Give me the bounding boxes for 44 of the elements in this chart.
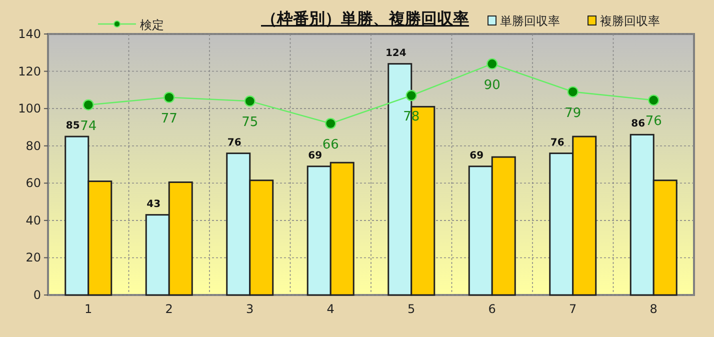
data-label: 76 <box>227 137 242 148</box>
x-tick-label: 7 <box>569 302 577 316</box>
annotation: 76 <box>645 114 662 130</box>
data-label: 43 <box>146 198 161 210</box>
y-tick-label: 40 <box>26 213 41 228</box>
y-tick-label: 120 <box>18 64 41 78</box>
x-tick-label: 5 <box>408 302 416 316</box>
annotation: 90 <box>484 78 500 93</box>
data-label: 86 <box>631 118 646 130</box>
x-tick-label: 4 <box>326 302 334 316</box>
legend-label: 複勝回収率 <box>600 14 660 28</box>
y-tick-label: 20 <box>26 250 41 265</box>
annotation: 77 <box>160 111 178 126</box>
y-tick-label: 100 <box>18 102 41 116</box>
x-tick-label: 1 <box>84 302 92 316</box>
point <box>648 94 660 106</box>
point <box>486 58 498 70</box>
legend-label: 検定 <box>140 18 164 32</box>
annotation: 74 <box>80 118 97 134</box>
y-tick-label: 0 <box>33 288 41 302</box>
point <box>567 86 578 98</box>
x-tick-label: 8 <box>650 302 658 316</box>
x-tick-label: 6 <box>488 302 496 316</box>
point <box>82 99 94 110</box>
data-label: 124 <box>385 48 406 59</box>
annotation: 78 <box>403 110 420 125</box>
data-label: 76 <box>550 137 564 148</box>
y-tick-label: 60 <box>26 176 41 190</box>
y-tick-label: 140 <box>18 27 41 41</box>
legend-label: 単勝回収率 <box>500 14 560 28</box>
annotation: 79 <box>564 106 582 121</box>
data-label: 85 <box>66 120 80 132</box>
x-tick-label: 2 <box>165 302 173 316</box>
data-label: 69 <box>308 150 322 162</box>
point <box>164 92 175 103</box>
y-tick-label: 80 <box>26 138 41 153</box>
annotation: 75 <box>242 115 258 130</box>
point <box>244 96 256 107</box>
annotation: 66 <box>322 137 339 152</box>
data-label: 69 <box>470 150 484 162</box>
x-tick-label: 3 <box>246 302 254 316</box>
point <box>406 90 417 102</box>
chart-title: （枠番別）単勝、複勝回収率 <box>261 9 469 28</box>
point <box>325 118 336 130</box>
